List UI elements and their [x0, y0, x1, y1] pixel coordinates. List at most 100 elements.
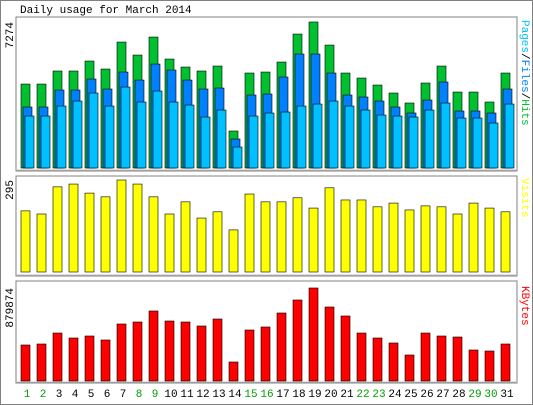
bar [84, 192, 95, 273]
bar [344, 105, 355, 169]
bar [68, 183, 79, 273]
bar [388, 202, 399, 273]
bar [324, 306, 335, 382]
bar [244, 329, 255, 382]
bar [292, 299, 303, 382]
bar [200, 116, 211, 169]
y-tick-label: 295 [5, 180, 17, 200]
bar [248, 115, 259, 169]
bar [280, 111, 291, 169]
bar [40, 115, 51, 169]
x-tick-label: 23 [372, 389, 385, 401]
bar [292, 197, 303, 273]
x-tick-label: 2 [40, 389, 47, 401]
legend-entry: Pages [518, 20, 530, 53]
bar [276, 312, 287, 382]
bar [232, 146, 243, 169]
bar [196, 325, 207, 382]
bar [328, 100, 339, 169]
bar [420, 332, 431, 382]
bar [52, 332, 63, 382]
bar [392, 115, 403, 169]
bar [260, 201, 271, 273]
bar [484, 207, 495, 273]
bar [404, 354, 415, 382]
bar [264, 112, 275, 169]
bar [196, 217, 207, 273]
bar [132, 321, 143, 382]
x-tick-label: 16 [260, 389, 273, 401]
x-tick-label: 18 [292, 389, 305, 401]
bar [356, 199, 367, 273]
x-tick-label: 4 [72, 389, 79, 401]
bar [56, 105, 67, 169]
bar [72, 100, 83, 169]
x-tick-label: 26 [420, 389, 433, 401]
bar [472, 117, 483, 169]
x-tick-label: 15 [244, 389, 257, 401]
bar [440, 102, 451, 169]
bar [424, 109, 435, 169]
bar [228, 229, 239, 273]
bar [436, 335, 447, 382]
bar [388, 342, 399, 382]
x-tick-label: 9 [152, 389, 159, 401]
x-tick-label: 10 [164, 389, 177, 401]
bar [376, 114, 387, 169]
bar [68, 337, 79, 382]
x-tick-label: 29 [468, 389, 481, 401]
bar [100, 196, 111, 273]
bar [116, 179, 127, 273]
bar [296, 105, 307, 169]
bar [504, 103, 515, 169]
legend-entry: Visits [518, 178, 530, 218]
bar [360, 109, 371, 169]
bar [308, 287, 319, 382]
bar [184, 104, 195, 169]
x-tick-label: 14 [228, 389, 242, 401]
bar [372, 337, 383, 382]
bar [452, 336, 463, 382]
bar [164, 213, 175, 273]
bar [88, 92, 99, 169]
bar [52, 186, 63, 273]
bar [456, 117, 467, 169]
x-tick-label: 21 [340, 389, 354, 401]
bar [152, 90, 163, 169]
bar [120, 86, 131, 169]
bar [136, 101, 147, 169]
legend-entry: KBytes [518, 286, 530, 326]
bar [24, 115, 35, 169]
bar [436, 206, 447, 273]
bar [420, 205, 431, 273]
legend: KBytes [518, 286, 530, 326]
bar [308, 207, 319, 273]
x-tick-label: 7 [120, 389, 127, 401]
chart-title: Daily usage for March 2014 [20, 5, 192, 17]
bar [164, 320, 175, 382]
x-tick-label: 19 [308, 389, 321, 401]
bar [116, 323, 127, 382]
bar [340, 315, 351, 382]
bar [488, 122, 499, 169]
legend-separator: / [518, 53, 530, 60]
bar [452, 213, 463, 273]
bar [244, 193, 255, 273]
y-tick-label: 879874 [5, 288, 17, 328]
bar [468, 349, 479, 382]
x-tick-label: 6 [104, 389, 111, 401]
x-tick-label: 22 [356, 389, 369, 401]
bar [340, 199, 351, 273]
legend: Pages/Files/Hits [518, 20, 530, 126]
bar [180, 201, 191, 273]
x-tick-label: 27 [436, 389, 449, 401]
y-tick-label: 7274 [5, 22, 17, 49]
bar [324, 187, 335, 273]
x-tick-label: 20 [324, 389, 337, 401]
x-tick-label: 24 [388, 389, 402, 401]
bar [148, 310, 159, 382]
x-tick-label: 8 [136, 389, 143, 401]
x-tick-label: 25 [404, 389, 417, 401]
x-tick-label: 28 [452, 389, 465, 401]
